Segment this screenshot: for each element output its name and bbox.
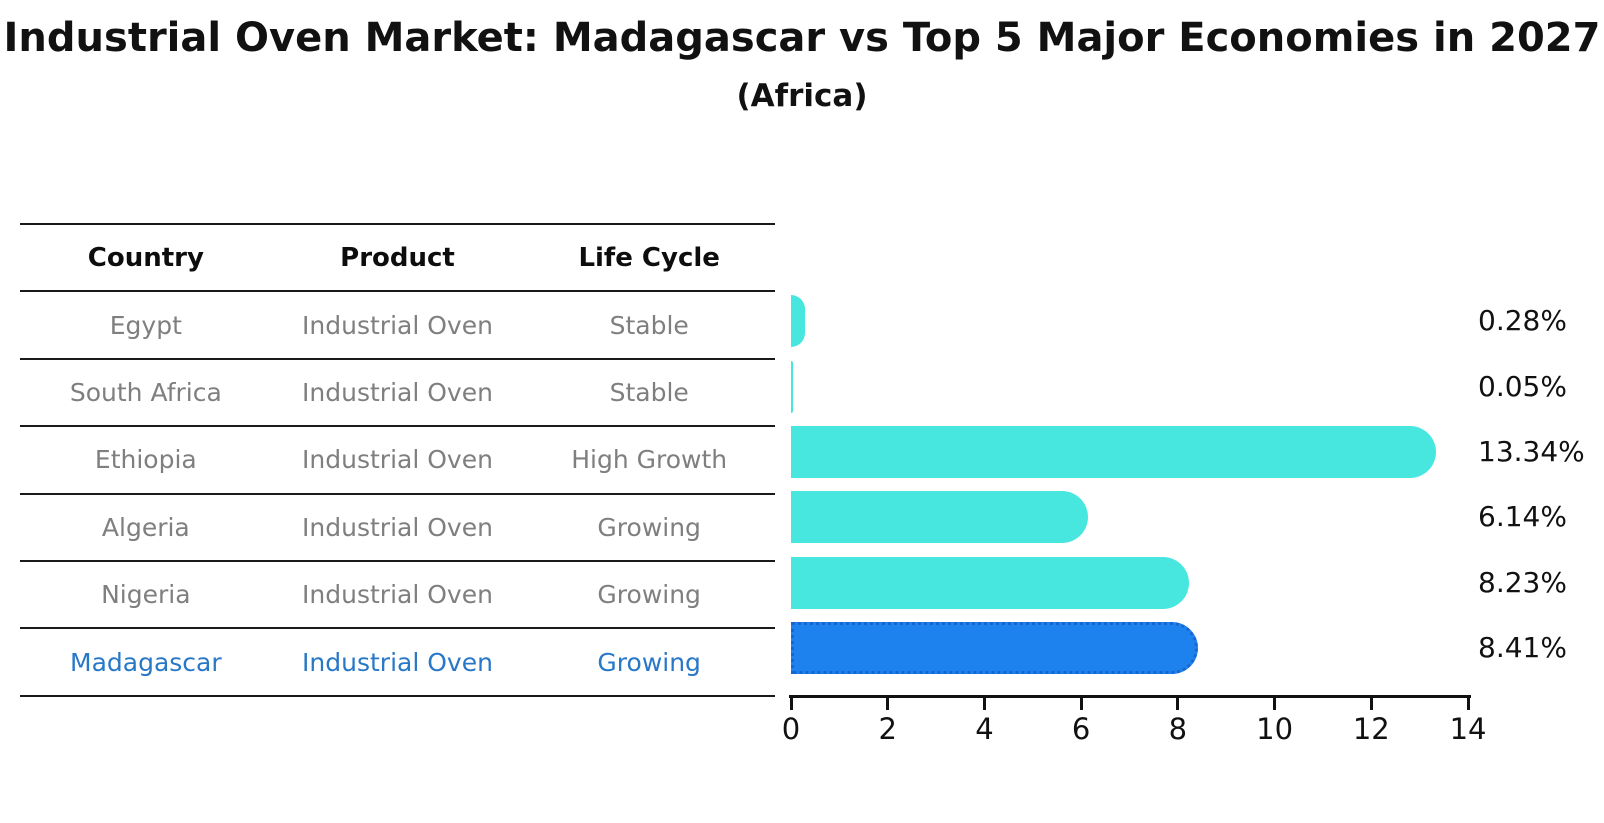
bar-nigeria — [791, 556, 1189, 609]
cell-life-cycle: Growing — [597, 512, 701, 542]
x-tick-label-6: 6 — [1071, 712, 1091, 746]
table-header-row: Country Product Life Cycle — [20, 223, 775, 290]
cell-life-cycle: Growing — [597, 580, 701, 610]
bar-madagascar — [791, 622, 1198, 675]
chart-subtitle: (Africa) — [736, 78, 868, 114]
x-tick-0 — [789, 695, 793, 710]
cell-country: Ethiopia — [94, 445, 197, 475]
cell-product: Industrial Oven — [302, 445, 493, 475]
cell-product: Industrial Oven — [302, 512, 493, 542]
table-row-egypt: Egypt Industrial Oven Stable — [20, 290, 775, 357]
x-tick-label-2: 2 — [878, 712, 897, 746]
value-label-south-africa: 0.05% — [1478, 369, 1567, 403]
value-label-ethiopia: 13.34% — [1478, 434, 1585, 468]
x-tick-label-10: 10 — [1256, 712, 1294, 746]
table-row-madagascar: Madagascar Industrial Oven Growing — [20, 627, 775, 694]
x-tick-10 — [1273, 695, 1277, 710]
column-header-country: Country — [87, 242, 204, 273]
cell-life-cycle: High Growth — [571, 445, 728, 475]
cell-product: Industrial Oven — [302, 377, 493, 407]
x-tick-label-14: 14 — [1449, 712, 1487, 746]
column-header-product: Product — [340, 242, 455, 273]
table-row-nigeria: Nigeria Industrial Oven Growing — [20, 559, 775, 627]
cell-life-cycle: Stable — [609, 377, 689, 407]
x-tick-label-12: 12 — [1352, 712, 1390, 746]
x-tick-label-0: 0 — [781, 712, 801, 746]
column-header-lifecycle: Life Cycle — [578, 242, 720, 273]
cell-life-cycle: Stable — [609, 310, 689, 340]
x-tick-6 — [1079, 695, 1083, 710]
x-tick-label-4: 4 — [975, 712, 994, 746]
cell-country: Madagascar — [70, 647, 222, 677]
x-tick-label-8: 8 — [1168, 712, 1188, 746]
table-bottom-rule — [20, 694, 775, 697]
cell-country: Nigeria — [101, 580, 191, 610]
cell-country: Algeria — [101, 512, 190, 542]
table-row-ethiopia: Ethiopia Industrial Oven High Growth — [20, 425, 775, 492]
cell-country: Egypt — [109, 310, 182, 340]
table-row-algeria: Algeria Industrial Oven Growing — [20, 492, 775, 560]
table-body: Egypt Industrial Oven Stable South Africa In… — [20, 290, 775, 694]
value-label-egypt: 0.28% — [1478, 304, 1567, 338]
x-tick-14 — [1466, 695, 1470, 710]
x-tick-4 — [982, 695, 986, 710]
country-table: Country Product Life Cycle Egypt Industri… — [20, 223, 775, 697]
x-axis-spine — [789, 695, 1472, 698]
bar-algeria — [791, 491, 1088, 544]
cell-country: South Africa — [69, 377, 222, 407]
x-tick-12 — [1369, 695, 1373, 710]
bar-ethiopia — [791, 425, 1437, 478]
x-tick-8 — [1176, 695, 1180, 710]
bar-egypt — [791, 295, 805, 348]
x-tick-2 — [886, 695, 890, 710]
value-label-algeria: 6.14% — [1478, 500, 1567, 534]
table-row-south-africa: South Africa Industrial Oven Stable — [20, 357, 775, 425]
cell-product: Industrial Oven — [302, 647, 493, 677]
value-label-nigeria: 8.23% — [1478, 565, 1567, 599]
cell-life-cycle: Growing — [597, 647, 701, 677]
chart-title: Industrial Oven Market: Madagascar vs To… — [3, 15, 1601, 61]
cell-product: Industrial Oven — [302, 310, 493, 340]
bar-south-africa — [791, 360, 794, 413]
value-label-madagascar: 8.41% — [1478, 631, 1567, 665]
cell-product: Industrial Oven — [302, 580, 493, 610]
